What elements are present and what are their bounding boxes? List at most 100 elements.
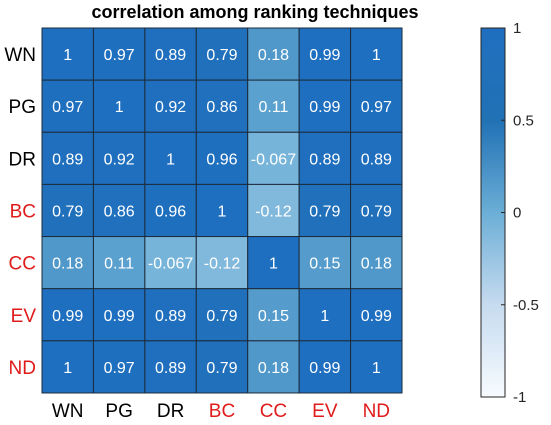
heatmap-cell bbox=[350, 183, 403, 238]
col-label-wn: WN bbox=[52, 401, 84, 422]
cell-value-label: 0.79 bbox=[361, 203, 392, 220]
col-label-ev: EV bbox=[312, 401, 338, 422]
cell-value-label: 0.97 bbox=[104, 360, 135, 377]
heatmap-cell bbox=[350, 340, 403, 394]
cell-value-label: 0.99 bbox=[361, 308, 392, 325]
cell-value-label: -0.12 bbox=[204, 256, 241, 273]
cell-value-label: 1 bbox=[372, 47, 381, 64]
colorbar-tick-label: 0 bbox=[513, 205, 521, 222]
heatmap-cell bbox=[41, 183, 94, 238]
heatmap-cell bbox=[41, 288, 94, 342]
cell-value-label: 0.15 bbox=[309, 256, 340, 273]
cell-value-label: 0.18 bbox=[258, 47, 289, 64]
heatmap-cell bbox=[350, 288, 403, 342]
cell-value-label: 0.92 bbox=[155, 99, 186, 116]
colorbar-tick-label: -1 bbox=[513, 389, 526, 406]
heatmap-cell bbox=[41, 340, 94, 394]
heatmap-cell bbox=[92, 288, 146, 342]
row-label-ev: EV bbox=[11, 306, 37, 327]
col-label-dr: DR bbox=[157, 401, 184, 422]
cell-value-label: 0.15 bbox=[258, 308, 289, 325]
heatmap-cell bbox=[144, 27, 197, 81]
heatmap-cell bbox=[195, 131, 249, 185]
cell-value-label: 0.89 bbox=[155, 308, 186, 325]
colorbar-tick-label: 0.5 bbox=[513, 112, 534, 129]
cell-value-label: 1 bbox=[372, 360, 381, 377]
cell-value-label: 0.79 bbox=[206, 360, 237, 377]
colorbar-tick-label: -0.5 bbox=[513, 297, 539, 314]
cell-value-label: 0.89 bbox=[52, 151, 83, 168]
row-label-pg: PG bbox=[9, 97, 36, 118]
cell-value-label: 0.97 bbox=[104, 47, 135, 64]
cell-value-label: 0.11 bbox=[104, 256, 134, 273]
cell-value-label: 1 bbox=[218, 203, 227, 220]
row-label-nd: ND bbox=[9, 358, 36, 379]
row-label-dr: DR bbox=[9, 149, 36, 170]
heatmap-cell bbox=[92, 27, 146, 81]
cell-value-label: 1 bbox=[269, 256, 278, 273]
cell-value-label: 0.99 bbox=[309, 47, 340, 64]
cell-value-label: -0.067 bbox=[148, 256, 193, 273]
heatmap-cell bbox=[144, 79, 197, 133]
cell-value-label: 0.79 bbox=[206, 47, 237, 64]
heatmap-group: 1 0.97 0.89 0.79 0.18 0.99 1 0.97 1 0.92 0.86 0.11 0… bbox=[41, 27, 403, 394]
cell-value-label: 0.89 bbox=[155, 360, 186, 377]
cell-value-label: 0.11 bbox=[258, 99, 288, 116]
cell-value-label: 1 bbox=[63, 47, 72, 64]
cell-value-label: 0.97 bbox=[361, 99, 392, 116]
cell-value-label: 0.99 bbox=[104, 308, 135, 325]
cell-value-label: 0.96 bbox=[155, 203, 186, 220]
col-label-group: WN PG DR BC CC EV ND bbox=[52, 401, 390, 422]
heatmap-cell bbox=[247, 288, 300, 342]
heatmap-cell bbox=[298, 131, 352, 185]
cell-value-label: 0.86 bbox=[206, 99, 237, 116]
heatmap-cell bbox=[195, 288, 249, 342]
cell-value-label: 1 bbox=[320, 308, 329, 325]
heatmap-cell bbox=[350, 131, 403, 185]
cell-value-label: 1 bbox=[115, 99, 124, 116]
heatmap-cell bbox=[41, 79, 94, 133]
heatmap-cell bbox=[41, 236, 94, 290]
row-label-bc: BC bbox=[10, 201, 36, 222]
cell-value-label: 0.18 bbox=[258, 360, 289, 377]
heatmap-cell bbox=[92, 131, 146, 185]
heatmap-cell bbox=[298, 183, 352, 238]
cell-value-label: 0.18 bbox=[361, 256, 392, 273]
heatmap-cell bbox=[144, 131, 197, 185]
cell-value-label: 0.89 bbox=[309, 151, 340, 168]
cell-value-label: 0.89 bbox=[155, 47, 186, 64]
cell-value-label: 0.99 bbox=[309, 99, 340, 116]
cell-value-label: 0.79 bbox=[206, 308, 237, 325]
cell-value-label: 0.79 bbox=[52, 203, 83, 220]
cell-value-label: 1 bbox=[63, 360, 72, 377]
heatmap-cell bbox=[195, 183, 249, 238]
heatmap-cell bbox=[247, 79, 300, 133]
chart-title: correlation among ranking techniques bbox=[91, 2, 418, 22]
heatmap-cell bbox=[41, 27, 94, 81]
cell-value-label: 0.18 bbox=[52, 256, 83, 273]
row-label-wn: WN bbox=[4, 45, 36, 66]
colorbar: 1 0.5 0 -0.5 -1 bbox=[480, 20, 539, 406]
cell-value-label: 0.96 bbox=[206, 151, 237, 168]
cell-value-label: 0.86 bbox=[104, 203, 135, 220]
cell-value-label: 0.92 bbox=[104, 151, 135, 168]
col-label-cc: CC bbox=[260, 401, 287, 422]
cell-value-label: 0.97 bbox=[52, 99, 83, 116]
cell-value-label: -0.12 bbox=[255, 203, 292, 220]
col-label-pg: PG bbox=[105, 401, 132, 422]
heatmap-cell bbox=[92, 183, 146, 238]
heatmap-cell bbox=[247, 131, 300, 185]
row-label-group: WN PG DR BC CC EV ND bbox=[4, 45, 36, 379]
row-label-cc: CC bbox=[9, 254, 36, 275]
heatmap-cell bbox=[195, 340, 249, 394]
col-label-bc: BC bbox=[209, 401, 235, 422]
colorbar-tick-label: 1 bbox=[513, 20, 521, 37]
heatmap-cell bbox=[144, 340, 197, 394]
heatmap-cell bbox=[298, 27, 352, 81]
heatmap-cell bbox=[144, 236, 197, 290]
cell-value-label: -0.067 bbox=[251, 151, 296, 168]
col-label-nd: ND bbox=[363, 401, 390, 422]
cell-value-label: 0.79 bbox=[309, 203, 340, 220]
cell-value-label: 1 bbox=[166, 151, 175, 168]
